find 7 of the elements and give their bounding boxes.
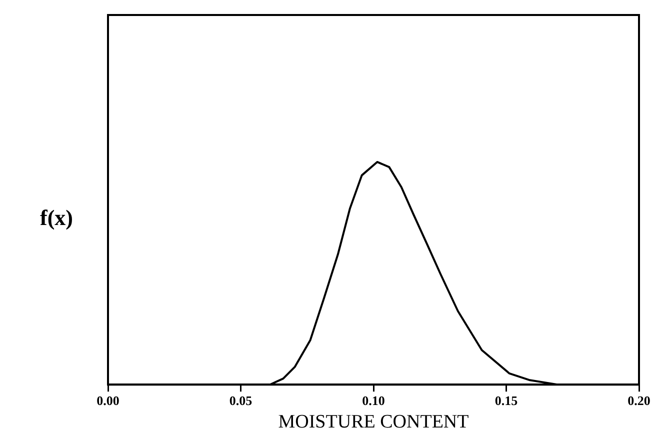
- x-tick-label: 0.00: [96, 392, 120, 408]
- x-axis-title: MOISTURE CONTENT: [278, 412, 470, 433]
- x-tick-label: 0.10: [362, 392, 385, 408]
- y-axis-title: f(x): [40, 205, 73, 231]
- x-tick-label: 0.20: [628, 392, 650, 408]
- x-tick-label: 0.15: [494, 392, 518, 408]
- x-tick-label: 0.05: [229, 392, 253, 408]
